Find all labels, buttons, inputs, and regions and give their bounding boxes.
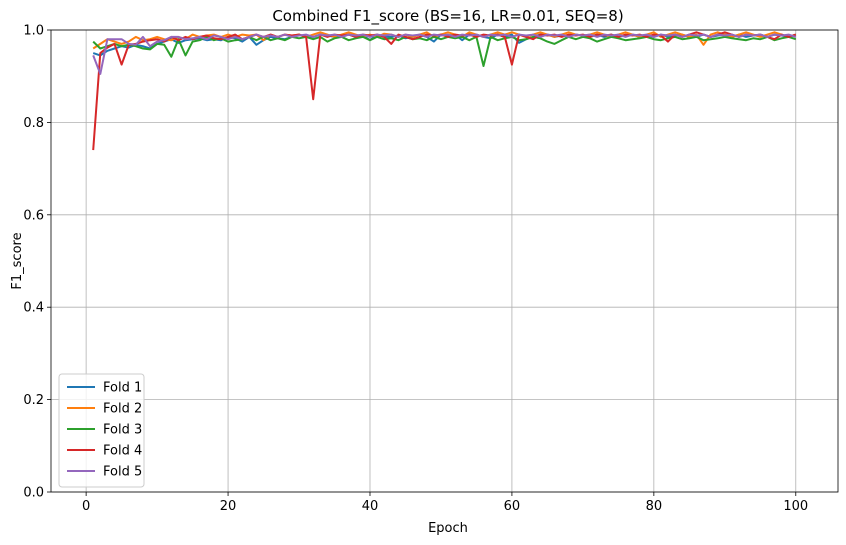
x-axis-ticks: 0 20 40 60 80 100 bbox=[82, 492, 808, 514]
y-axis-label: F1_score bbox=[10, 232, 25, 289]
y-axis-ticks: 0.0 0.2 0.4 0.6 0.8 1.0 bbox=[23, 24, 51, 501]
plot-frame bbox=[50, 29, 839, 493]
legend-label: Fold 2 bbox=[103, 402, 142, 417]
x-tick-label: 20 bbox=[220, 499, 237, 514]
y-tick-label: 0.4 bbox=[23, 301, 44, 316]
legend: Fold 1 Fold 2 Fold 3 Fold 4 Fold 5 bbox=[58, 373, 145, 488]
series-line-fold-3 bbox=[92, 35, 797, 67]
y-tick-label: 0.8 bbox=[23, 116, 44, 131]
legend-label: Fold 1 bbox=[103, 381, 142, 396]
legend-box bbox=[58, 373, 145, 488]
legend-label: Fold 3 bbox=[103, 423, 142, 438]
legend-label: Fold 5 bbox=[103, 465, 142, 480]
y-tick-label: 0.0 bbox=[23, 486, 44, 501]
series-line-fold-2 bbox=[92, 31, 797, 50]
series-line-fold-5 bbox=[92, 33, 797, 75]
chart-title: Combined F1_score (BS=16, LR=0.01, SEQ=8… bbox=[272, 7, 623, 26]
x-tick-label: 80 bbox=[646, 499, 663, 514]
y-tick-label: 0.2 bbox=[23, 393, 44, 408]
x-tick-label: 60 bbox=[504, 499, 521, 514]
series-lines bbox=[92, 31, 797, 151]
x-tick-label: 0 bbox=[82, 499, 90, 514]
x-tick-label: 40 bbox=[362, 499, 379, 514]
y-tick-label: 1.0 bbox=[23, 24, 44, 39]
x-axis-label: Epoch bbox=[428, 521, 468, 536]
y-tick-label: 0.6 bbox=[23, 208, 44, 223]
legend-label: Fold 4 bbox=[103, 444, 142, 459]
x-tick-label: 100 bbox=[783, 499, 808, 514]
